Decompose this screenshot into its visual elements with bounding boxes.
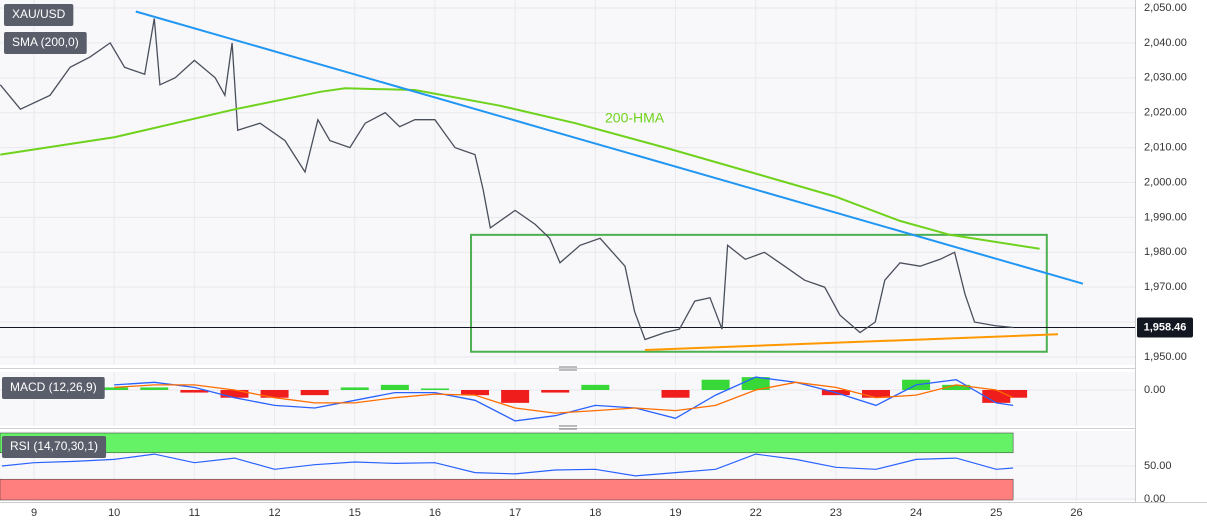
y-tick-label: 2,040.00 <box>1144 37 1187 49</box>
label-text: MACD (12,26,9) <box>10 380 97 394</box>
series-annotation: 200-HMA <box>605 110 665 126</box>
rsi-line <box>1 453 1014 477</box>
y-tick-label: 2,030.00 <box>1144 72 1187 84</box>
label-box: MACD (12,26,9) <box>2 377 105 399</box>
price-line <box>0 18 1014 341</box>
y-tick-label: 50.00 <box>1144 460 1172 472</box>
x-tick-label: 25 <box>990 507 1002 519</box>
trend-line <box>135 10 1084 285</box>
label-box: RSI (14,70,30,1) <box>2 436 107 458</box>
label-box: XAU/USD <box>4 4 74 26</box>
y-tick-label: 1,990.00 <box>1144 211 1187 223</box>
oversold-band <box>0 478 1014 501</box>
last-price-tag <box>1137 317 1193 338</box>
range-box <box>470 233 1048 353</box>
label-text: RSI (14,70,30,1) <box>10 439 98 453</box>
label-text: SMA (200,0) <box>12 35 79 49</box>
x-tick-label: 11 <box>189 507 200 519</box>
label-box: SMA (200,0) <box>4 32 87 54</box>
pane-handle[interactable] <box>559 366 577 430</box>
histogram-bar <box>380 384 409 390</box>
y-tick-label: 2,000.00 <box>1144 176 1187 188</box>
histogram-bar <box>260 390 289 398</box>
x-tick-label: 10 <box>108 507 120 519</box>
histogram-bar <box>861 390 890 398</box>
label-bg <box>4 4 74 26</box>
histogram-bar <box>461 390 490 396</box>
histogram-bar <box>340 387 369 390</box>
y-tick-label: 2,050.00 <box>1144 2 1187 14</box>
x-tick-label: 12 <box>268 507 280 519</box>
macd-pane <box>0 372 1135 426</box>
histogram-bar <box>581 384 610 390</box>
y-tick-label: 2,020.00 <box>1144 107 1187 119</box>
histogram-bar <box>100 387 129 390</box>
histogram-bar <box>999 390 1028 398</box>
x-tick-label: 19 <box>669 507 681 519</box>
x-tick-label: 9 <box>31 507 37 519</box>
x-tick-label: 24 <box>910 507 922 519</box>
y-tick-label: 1,950.00 <box>1144 351 1187 363</box>
y-tick-label: 0.00 <box>1144 384 1165 396</box>
x-tick-label: 22 <box>750 507 762 519</box>
hma-line <box>0 87 1040 250</box>
histogram-bar <box>541 390 570 393</box>
x-tick-label: 18 <box>589 507 601 519</box>
y-tick-label: 2,010.00 <box>1144 142 1187 154</box>
y-tick-label: 1,970.00 <box>1144 281 1187 293</box>
y-tick-label: 0.00 <box>1144 493 1165 505</box>
histogram-bar <box>661 390 690 398</box>
x-tick-label: 23 <box>830 507 842 519</box>
histogram-bar <box>300 390 329 396</box>
x-tick-label: 26 <box>1070 507 1082 519</box>
trend-line <box>644 333 1059 351</box>
histogram-bar <box>501 390 530 403</box>
histogram-bar <box>180 390 209 393</box>
histogram-bar <box>220 390 249 398</box>
histogram-bar <box>942 384 971 390</box>
x-tick-label: 16 <box>429 507 441 519</box>
label-bg <box>4 32 87 54</box>
indicator-line <box>114 381 1014 414</box>
last-price-label: 1,958.46 <box>1144 321 1187 333</box>
x-tick-label: 17 <box>509 507 521 519</box>
overbought-band <box>0 432 1014 454</box>
histogram-bar <box>140 387 169 390</box>
histogram-bar <box>701 379 730 390</box>
label-bg <box>2 436 107 458</box>
label-text: XAU/USD <box>12 7 66 21</box>
histogram-bar <box>420 388 449 390</box>
y-tick-label: 1,980.00 <box>1144 246 1187 258</box>
indicator-line <box>114 376 1014 422</box>
label-bg <box>2 377 105 399</box>
x-tick-label: 15 <box>349 507 361 519</box>
